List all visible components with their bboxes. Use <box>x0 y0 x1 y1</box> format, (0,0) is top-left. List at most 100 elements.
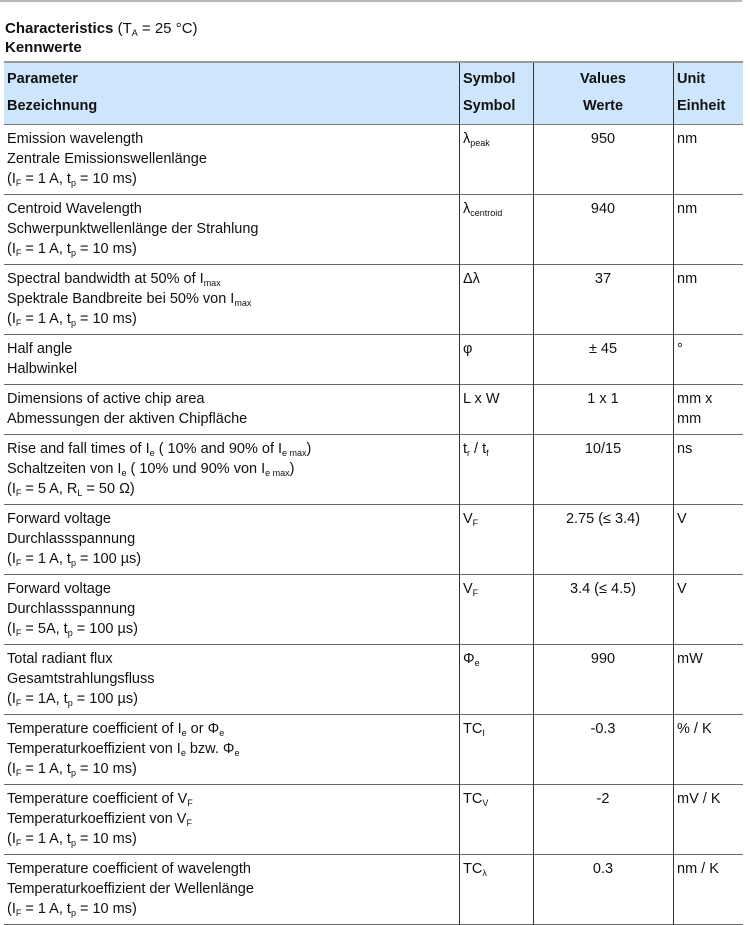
parameter-line: Temperature coefficient of Ie or Φe <box>7 721 225 738</box>
subscript: F <box>472 588 479 598</box>
parameter-cell: Total radiant flux Gesamtstrahlungsfluss (… <box>4 645 460 715</box>
section-title: Characteristics (TA = 25 °C) <box>5 19 198 38</box>
parameter-cell: Temperature coefficient of Ie or Φe Tempe… <box>4 715 460 785</box>
subscript: max <box>234 298 252 308</box>
section-subtitle: Kennwerte <box>5 39 82 56</box>
subscript: p <box>70 318 76 328</box>
unit-cell: mW <box>673 644 743 715</box>
parameter-line: (IF = 1 A, tp = 10 ms) <box>7 901 137 918</box>
top-rule <box>0 0 742 2</box>
parameter-cell: Half angle Halbwinkel <box>4 335 460 385</box>
value-cell: 950 <box>533 124 674 195</box>
subscript: F <box>186 818 192 828</box>
subscript: F <box>472 518 479 528</box>
parameter-line: Schaltzeiten von Ie ( 10% und 90% von Ie… <box>7 461 295 478</box>
parameter-line: Emission wavelength <box>7 131 144 147</box>
parameter-line: Spektrale Bandbreite bei 50% von Imax <box>7 291 252 308</box>
table-row: Spectral bandwidth at 50% of Imax Spektra… <box>4 264 743 335</box>
subscript: V <box>482 798 489 808</box>
unit-line: mV / K <box>677 791 721 807</box>
unit-cell: V <box>673 504 743 575</box>
subscript: e <box>181 728 187 738</box>
unit-line: V <box>677 511 687 527</box>
value-cell: 37 <box>533 264 674 335</box>
parameter-line: (IF = 5A, tp = 100 µs) <box>7 621 138 638</box>
parameter-line: Forward voltage <box>7 581 111 597</box>
symbol-cell: tr / tf <box>459 434 534 505</box>
parameter-cell: Rise and fall times of Ie ( 10% and 90% … <box>4 435 460 505</box>
unit-cell: ns <box>673 434 743 505</box>
table-row: Rise and fall times of Ie ( 10% and 90% … <box>4 434 743 505</box>
subscript: r <box>467 448 471 458</box>
column-header-unit-en: Unit <box>677 71 706 87</box>
subscript: F <box>15 908 22 918</box>
parameter-line: Temperaturkoeffizient von VF <box>7 811 192 828</box>
unit-line: % / K <box>677 721 712 737</box>
parameter-line: Temperaturkoeffizient der Wellenlänge <box>7 881 254 897</box>
subscript: F <box>15 558 22 568</box>
parameter-cell: Dimensions of active chip area Abmessunge… <box>4 385 460 435</box>
unit-cell: % / K <box>673 714 743 785</box>
subscript: F <box>15 628 22 638</box>
parameter-line: Dimensions of active chip area <box>7 391 205 407</box>
unit-line: nm <box>677 131 698 147</box>
subscript: e <box>149 448 155 458</box>
subscript: A <box>131 28 138 38</box>
unit-line: nm <box>677 271 698 287</box>
value-cell: 0.3 <box>533 854 674 925</box>
table-row: Temperature coefficient of Ie or Φe Tempe… <box>4 714 743 785</box>
subscript: L <box>77 488 83 498</box>
symbol-cell: TCV <box>459 784 534 855</box>
parameter-cell: Forward voltage Durchlassspannung (IF = 1 … <box>4 505 460 575</box>
table-header-row: Parameter Bezeichnung Symbol Symbol Values We… <box>4 62 743 125</box>
subscript: p <box>70 768 76 778</box>
symbol-cell: L x W <box>459 384 534 435</box>
value-cell: -0.3 <box>533 714 674 785</box>
value-cell: 2.75 (≤ 3.4) <box>533 504 674 575</box>
subscript: F <box>15 488 22 498</box>
symbol-cell: Φe <box>459 644 534 715</box>
parameter-line: Spectral bandwidth at 50% of Imax <box>7 271 221 288</box>
parameter-cell: Forward voltage Durchlassspannung (IF = 5A… <box>4 575 460 645</box>
parameter-cell: Spectral bandwidth at 50% of Imax Spektra… <box>4 265 460 335</box>
parameter-line: Gesamtstrahlungsfluss <box>7 671 155 687</box>
subscript: F <box>15 698 22 708</box>
unit-cell: mm x mm <box>673 384 743 435</box>
unit-line: mm x <box>677 391 713 407</box>
subscript: e max <box>265 468 290 478</box>
unit-cell: nm <box>673 124 743 195</box>
parameter-line: (IF = 1 A, tp = 10 ms) <box>7 171 137 188</box>
subscript: e <box>180 748 186 758</box>
table-row: Dimensions of active chip area Abmessunge… <box>4 384 743 435</box>
unit-cell: V <box>673 574 743 645</box>
unit-line: nm / K <box>677 861 719 877</box>
parameter-line: Total radiant flux <box>7 651 113 667</box>
parameter-line: Forward voltage <box>7 511 111 527</box>
parameter-line: (IF = 1A, tp = 100 µs) <box>7 691 138 708</box>
unit-line: ° <box>677 341 683 357</box>
parameter-line: Temperature coefficient of VF <box>7 791 193 808</box>
subscript: λ <box>482 868 487 878</box>
value-cell: -2 <box>533 784 674 855</box>
value-cell: 1 x 1 <box>533 384 674 435</box>
parameter-line: Temperaturkoeffizient von Ie bzw. Φe <box>7 741 240 758</box>
unit-line: mm <box>677 411 702 427</box>
parameter-line: (IF = 1 A, tp = 10 ms) <box>7 311 137 328</box>
subscript: peak <box>470 138 490 148</box>
subscript: F <box>15 838 22 848</box>
unit-line: nm <box>677 201 698 217</box>
column-header-symbol: Symbol Symbol <box>459 62 534 125</box>
table-row: Half angle Halbwinkel φ ± 45 ° <box>4 334 743 385</box>
parameter-line: Temperature coefficient of wavelength <box>7 861 251 877</box>
column-header-values-en: Values <box>580 71 626 87</box>
value-cell: 940 <box>533 194 674 265</box>
characteristics-table: Parameter Bezeichnung Symbol Symbol Values We… <box>4 61 743 925</box>
subscript: p <box>70 558 76 568</box>
symbol-cell: VF <box>459 574 534 645</box>
column-header-unit-de: Einheit <box>677 98 726 114</box>
section-title-condition: (TA = 25 °C) <box>113 20 198 38</box>
parameter-line: (IF = 1 A, tp = 10 ms) <box>7 241 137 258</box>
unit-line: mW <box>677 651 703 667</box>
column-header-unit: Unit Einheit <box>673 62 743 125</box>
symbol-cell: λpeak <box>459 124 534 195</box>
